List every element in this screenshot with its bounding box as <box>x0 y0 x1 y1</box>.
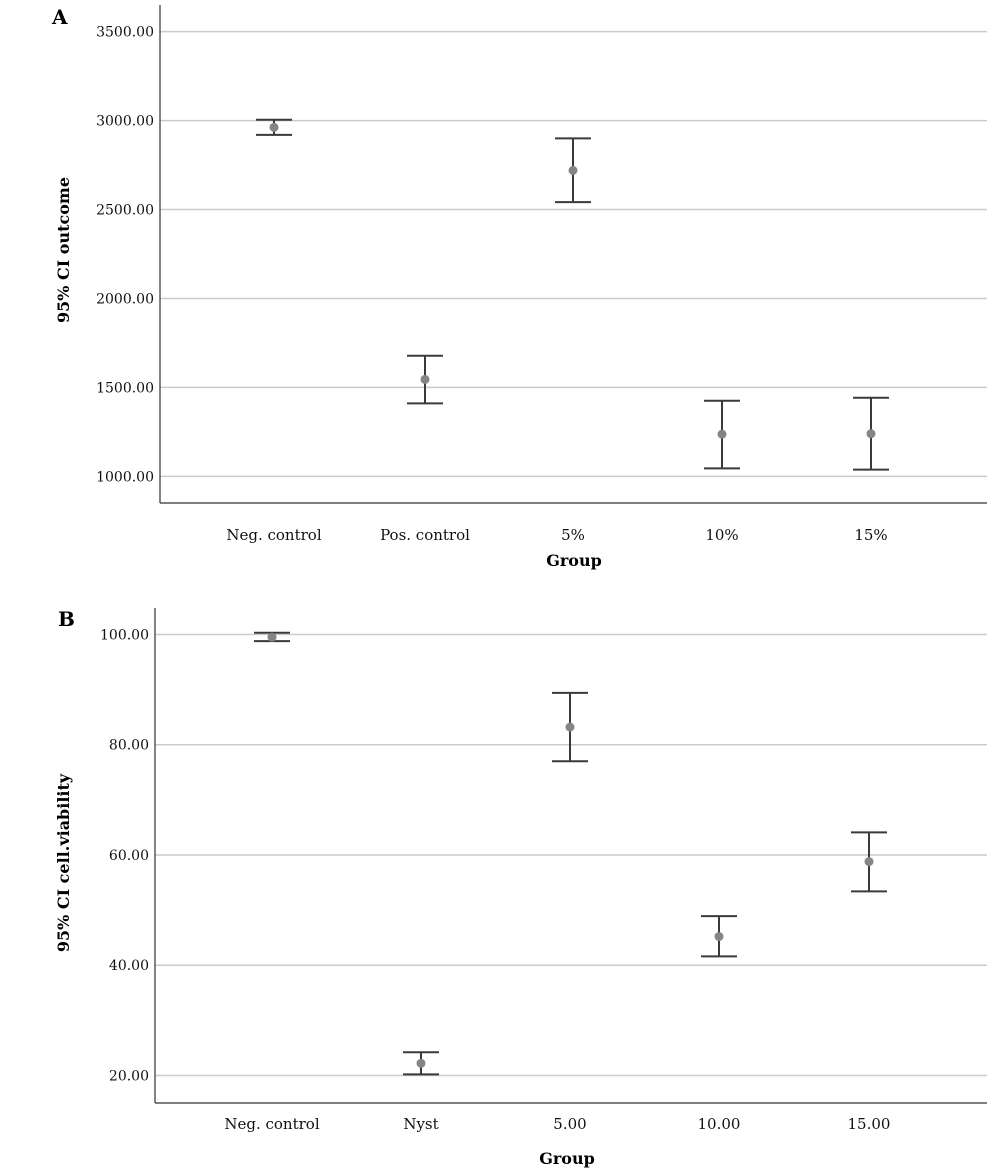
y-tick-label: 2000.00 <box>96 291 154 307</box>
x-tick-label: 15.00 <box>848 1115 891 1133</box>
x-tick-label: 10% <box>705 526 738 544</box>
panel-a-gridlines <box>160 30 987 478</box>
y-tick-label: 2500.00 <box>96 203 154 219</box>
mean-point <box>568 165 578 175</box>
x-tick-label: Pos. control <box>380 526 470 544</box>
y-tick-label: 40.00 <box>109 958 149 974</box>
mean-point <box>267 632 277 642</box>
x-tick-label: 10.00 <box>698 1115 741 1133</box>
error-bar <box>254 631 290 643</box>
error-bar <box>555 137 591 204</box>
error-bar <box>853 396 889 471</box>
mean-point <box>866 429 876 439</box>
panel-b-y-ticks: 20.00 40.00 60.00 80.00 100.00 <box>100 627 149 1084</box>
error-bar <box>407 354 443 405</box>
mean-point <box>416 1058 426 1068</box>
panel-a-error-bars <box>256 118 889 471</box>
mean-point <box>717 429 727 439</box>
y-tick-label: 20.00 <box>109 1068 149 1084</box>
panel-b-x-axis-title: Group <box>539 1149 595 1168</box>
x-tick-label: 5.00 <box>553 1115 586 1133</box>
y-tick-label: 60.00 <box>109 848 149 864</box>
panel-a-y-axis-title: 95% CI outcome <box>54 177 73 323</box>
mean-point <box>565 722 575 732</box>
mean-point <box>269 122 279 132</box>
y-tick-label: 3000.00 <box>96 114 154 130</box>
error-bar <box>851 831 887 893</box>
panel-a-letter: A <box>51 5 68 29</box>
panel-a-x-ticks: Neg. control Pos. control 5% 10% 15% <box>226 526 887 544</box>
panel-b-y-axis-title: 95% CI cell.viability <box>54 773 73 952</box>
error-bar <box>256 118 292 136</box>
panel-b-axes <box>154 608 987 1104</box>
mean-point <box>714 932 724 942</box>
y-tick-label: 1500.00 <box>96 380 154 396</box>
x-tick-label: 5% <box>561 526 585 544</box>
error-bar <box>552 691 588 763</box>
x-tick-label: Neg. control <box>226 526 321 544</box>
error-bar <box>704 399 740 470</box>
panel-b-x-ticks: Neg. control Nyst 5.00 10.00 15.00 <box>224 1115 890 1133</box>
panel-b-letter: B <box>58 607 75 631</box>
x-tick-label: 15% <box>854 526 887 544</box>
panel-a-axes <box>159 5 987 504</box>
y-tick-label: 80.00 <box>109 738 149 754</box>
x-tick-label: Nyst <box>403 1115 438 1133</box>
panel-b: B 95% CI cell.viability Group 20.00 40.00… <box>54 607 987 1168</box>
mean-point <box>864 857 874 867</box>
panel-a-y-ticks: 1000.00 1500.00 2000.00 2500.00 3000.00 3500.… <box>96 25 154 486</box>
y-tick-label: 3500.00 <box>96 25 154 41</box>
panel-a: A 95% CI outcome Group 1000.00 1500.00 200… <box>51 5 987 570</box>
error-bar <box>403 1051 439 1076</box>
panel-b-error-bars <box>254 631 887 1076</box>
y-tick-label: 1000.00 <box>96 469 154 485</box>
y-tick-label: 100.00 <box>100 627 149 643</box>
panel-a-x-axis-title: Group <box>546 551 602 570</box>
x-tick-label: Neg. control <box>224 1115 319 1133</box>
mean-point <box>420 374 430 384</box>
error-bar <box>701 915 737 958</box>
